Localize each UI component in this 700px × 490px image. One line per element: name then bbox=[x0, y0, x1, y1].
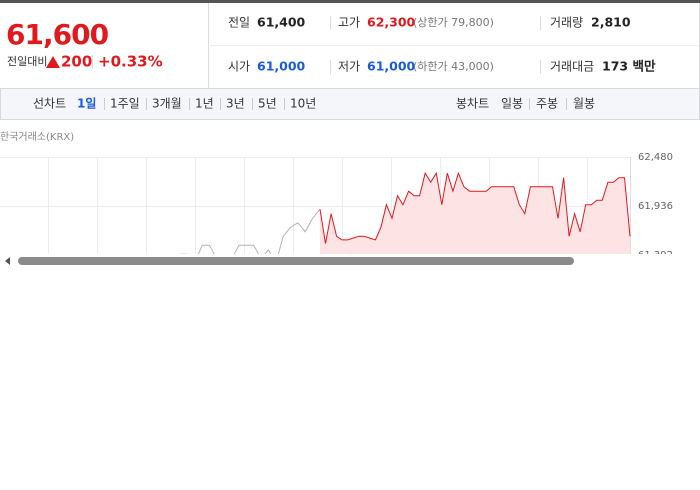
stat-value: 61,000 bbox=[367, 59, 416, 74]
y-tick-label: 62,480 bbox=[638, 152, 673, 163]
y-tick-label: 61,936 bbox=[638, 201, 673, 212]
candle-chart-label: 봉차트 bbox=[456, 97, 489, 111]
period-tab[interactable]: 5년 bbox=[258, 97, 277, 111]
area bbox=[320, 173, 630, 254]
change-label: 전일대비 bbox=[7, 54, 47, 68]
toolbar bbox=[0, 88, 700, 120]
period-tab[interactable]: 월봉 bbox=[573, 97, 595, 111]
stat-value: 2,810 bbox=[591, 15, 631, 30]
period-tab[interactable]: 1주일 bbox=[110, 97, 140, 111]
up-icon bbox=[46, 56, 60, 68]
scrollbar-thumb[interactable] bbox=[18, 257, 574, 265]
change-amount: 200 bbox=[61, 53, 92, 71]
period-tab[interactable]: 10년 bbox=[290, 97, 316, 111]
stat-value: 173 백만 bbox=[602, 59, 656, 74]
stat-value: 62,300 bbox=[367, 15, 416, 30]
stat-value: 61,400 bbox=[257, 15, 306, 30]
stat-note: (하한가 43,000) bbox=[413, 59, 494, 73]
period-tab[interactable]: 3개월 bbox=[152, 97, 182, 111]
price-line bbox=[180, 208, 321, 254]
stat-label: 시가 bbox=[228, 60, 250, 74]
period-tab[interactable]: 1일 bbox=[77, 97, 96, 111]
y-tick-label: 61,392 bbox=[638, 250, 673, 261]
stat-label: 고가 bbox=[338, 16, 360, 30]
period-tab[interactable]: 일봉 bbox=[501, 97, 523, 111]
period-tab[interactable]: 주봉 bbox=[536, 97, 558, 111]
line-chart-label: 선차트 bbox=[33, 97, 66, 111]
stat-value: 61,000 bbox=[257, 59, 306, 74]
period-tab[interactable]: 3년 bbox=[226, 97, 245, 111]
stat-label: 전일 bbox=[228, 16, 250, 30]
stat-label: 저가 bbox=[338, 60, 360, 74]
chart-source: 한국거래소(KRX) bbox=[0, 131, 74, 143]
stat-label: 거래대금 bbox=[550, 60, 594, 74]
price-line bbox=[319, 171, 631, 244]
stat-note: (상한가 79,800) bbox=[413, 16, 494, 29]
change-percent: +0.33% bbox=[98, 53, 163, 71]
current-price: 61,600 bbox=[6, 18, 109, 51]
scroll-left-arrow[interactable] bbox=[5, 257, 10, 265]
period-tab[interactable]: 1년 bbox=[195, 97, 214, 111]
top-border bbox=[0, 0, 700, 3]
stat-label: 거래량 bbox=[550, 16, 583, 30]
